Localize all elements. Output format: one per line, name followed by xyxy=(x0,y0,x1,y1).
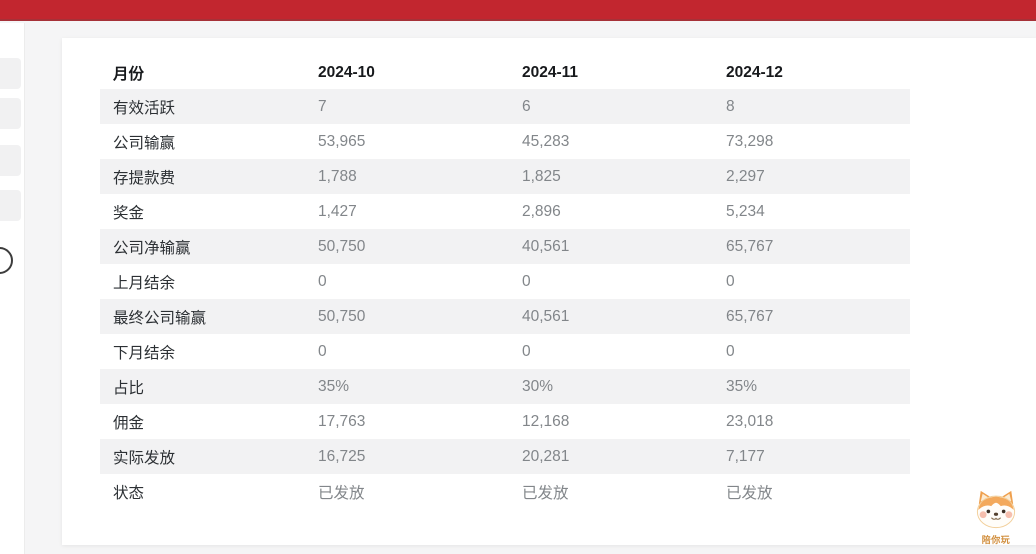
table-header-row: 月份 2024-10 2024-11 2024-12 xyxy=(100,56,910,89)
row-value: 45,283 xyxy=(522,132,570,150)
row-value: 50,750 xyxy=(318,307,366,325)
row-label: 奖金 xyxy=(113,204,145,222)
row-value: 0 xyxy=(726,342,735,360)
row-value: 已发放 xyxy=(318,484,365,502)
row-value: 40,561 xyxy=(522,237,570,255)
row-value: 7,177 xyxy=(726,447,765,465)
table-row: 佣金 17,763 12,168 23,018 xyxy=(100,404,910,439)
row-value: 已发放 xyxy=(726,484,773,502)
mascot-label: 陪你玩 xyxy=(981,535,1011,545)
table-row: 存提款费 1,788 1,825 2,297 xyxy=(100,159,910,194)
table-body: 有效活跃 7 6 8 公司输赢 53,965 45,283 73,298 存提款费 1,788 1,… xyxy=(100,89,910,509)
row-value: 73,298 xyxy=(726,132,774,150)
row-label: 有效活跃 xyxy=(113,99,176,117)
row-value: 35% xyxy=(726,377,758,395)
table-row: 下月结余 0 0 0 xyxy=(100,334,910,369)
row-label: 公司输赢 xyxy=(113,134,176,152)
row-value: 2,297 xyxy=(726,167,765,185)
monthly-report-table: 月份 2024-10 2024-11 2024-12 有效活跃 7 6 8 公司输赢 53… xyxy=(100,56,910,509)
row-value: 0 xyxy=(522,342,531,360)
mascot-widget[interactable]: 陪你玩 xyxy=(966,488,1026,546)
sidebar-skeleton-item xyxy=(0,145,21,176)
top-red-bar xyxy=(0,0,1036,21)
row-value: 16,725 xyxy=(318,447,366,465)
row-value: 23,018 xyxy=(726,412,774,430)
table-row: 公司输赢 53,965 45,283 73,298 xyxy=(100,124,910,159)
row-value: 1,788 xyxy=(318,167,357,185)
row-value: 65,767 xyxy=(726,237,774,255)
row-label: 下月结余 xyxy=(113,344,176,362)
row-value: 0 xyxy=(318,342,327,360)
row-label: 佣金 xyxy=(113,414,145,432)
row-value: 5,234 xyxy=(726,202,765,220)
row-value: 已发放 xyxy=(522,484,569,502)
sidebar-skeleton-item xyxy=(0,58,21,89)
table-row: 奖金 1,427 2,896 5,234 xyxy=(100,194,910,229)
table-row: 状态 已发放 已发放 已发放 xyxy=(100,474,910,509)
report-card: 月份 2024-10 2024-11 2024-12 有效活跃 7 6 8 公司输赢 53… xyxy=(62,38,1036,545)
row-label: 公司净输赢 xyxy=(113,239,191,257)
row-value: 53,965 xyxy=(318,132,366,150)
collapsed-sidebar xyxy=(0,23,25,554)
table-row: 占比 35% 30% 35% xyxy=(100,369,910,404)
row-label: 存提款费 xyxy=(113,169,176,187)
sidebar-skeleton-item xyxy=(0,190,21,221)
row-value: 40,561 xyxy=(522,307,570,325)
table-row: 有效活跃 7 6 8 xyxy=(100,89,910,124)
row-label: 状态 xyxy=(113,484,145,502)
sidebar-skeleton-item xyxy=(0,98,21,129)
row-value: 6 xyxy=(522,97,531,115)
row-value: 65,767 xyxy=(726,307,774,325)
row-label: 上月结余 xyxy=(113,274,176,292)
row-value: 50,750 xyxy=(318,237,366,255)
col-header-month: 月份 xyxy=(113,65,145,83)
col-header-2024-11: 2024-11 xyxy=(522,63,579,81)
row-value: 7 xyxy=(318,97,327,115)
row-value: 12,168 xyxy=(522,412,570,430)
table-row: 最终公司输赢 50,750 40,561 65,767 xyxy=(100,299,910,334)
shiba-dog-icon xyxy=(976,490,1016,529)
row-value: 0 xyxy=(318,272,327,290)
col-header-2024-12: 2024-12 xyxy=(726,63,783,81)
row-label: 实际发放 xyxy=(113,449,176,467)
row-value: 1,427 xyxy=(318,202,357,220)
row-value: 35% xyxy=(318,377,350,395)
row-value: 17,763 xyxy=(318,412,366,430)
row-value: 8 xyxy=(726,97,735,115)
table-row: 实际发放 16,725 20,281 7,177 xyxy=(100,439,910,474)
row-label: 最终公司输赢 xyxy=(113,309,207,327)
row-value: 30% xyxy=(522,377,554,395)
row-value: 2,896 xyxy=(522,202,561,220)
row-value: 0 xyxy=(522,272,531,290)
col-header-2024-10: 2024-10 xyxy=(318,63,375,81)
table-row: 公司净输赢 50,750 40,561 65,767 xyxy=(100,229,910,264)
table-row: 上月结余 0 0 0 xyxy=(100,264,910,299)
row-value: 20,281 xyxy=(522,447,570,465)
row-value: 1,825 xyxy=(522,167,561,185)
row-value: 0 xyxy=(726,272,735,290)
row-label: 占比 xyxy=(113,379,145,397)
